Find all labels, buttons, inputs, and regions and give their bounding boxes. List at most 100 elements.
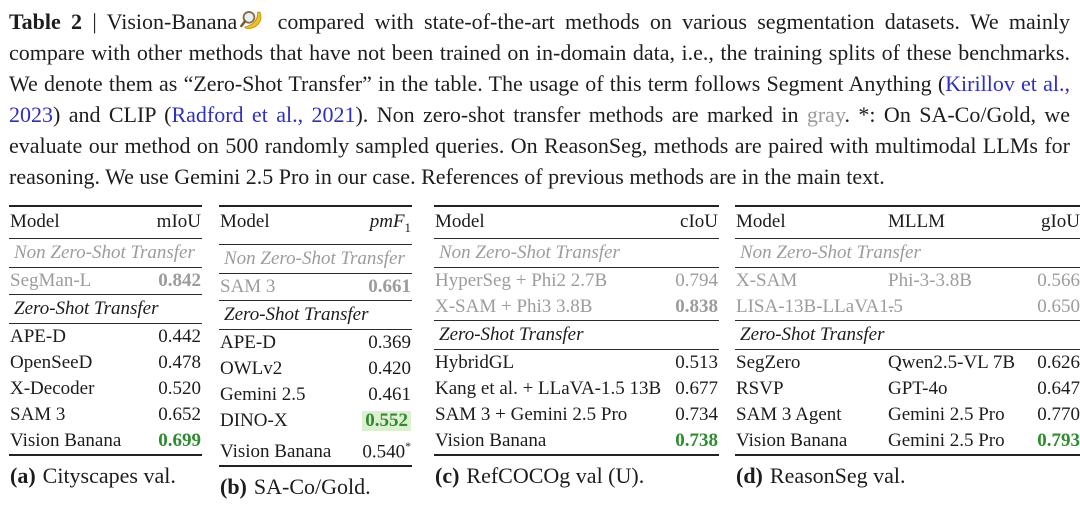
table-row: Vision Banana 0.738: [434, 428, 719, 454]
mid-rule: [9, 238, 202, 239]
section-label: Non Zero-Shot Transfer: [14, 242, 195, 263]
metric-value: 0.842: [158, 270, 201, 291]
metric-math-base: pmF: [369, 211, 405, 232]
column-header-model: Model: [220, 211, 270, 232]
metric-value: 0.478: [158, 352, 201, 373]
subtable-title: SA-Co/Gold.: [253, 474, 371, 500]
mllm-name: -: [888, 296, 895, 317]
metric-value: 0.647: [1037, 378, 1080, 399]
mid-rule: [434, 238, 719, 239]
metric-value: 0.652: [158, 404, 201, 425]
model-name: APE-D: [10, 326, 66, 347]
caption-body-2: ) and CLIP (: [53, 102, 172, 127]
model-name: DINO-X: [220, 409, 288, 431]
subtable-label: (b): [220, 474, 247, 500]
subtable-caption: (a) Cityscapes val.: [9, 463, 202, 489]
metric-value: 0.650: [1037, 296, 1080, 317]
subtables-row: Model mIoU Non Zero-Shot Transfer SegMan…: [9, 205, 1080, 500]
model-name: LISA-13B-LLaVA1.5: [736, 296, 903, 317]
table-row: Kang et al. + LLaVA-1.5 13B 0.677: [434, 376, 719, 402]
subtable-title: ReasonSeg val.: [769, 463, 906, 488]
mid-rule: [219, 328, 412, 330]
mid-rule: [219, 243, 412, 245]
subtable-label: (c): [435, 463, 460, 488]
model-name: HybridGL: [435, 352, 515, 373]
citation-link-radford[interactable]: Radford et al., 2021: [171, 102, 356, 127]
model-name: SAM 3 + Gemini 2.5 Pro: [435, 404, 628, 425]
subtable-caption: (c) RefCOCOg val (U).: [434, 463, 719, 489]
metric-value: 0.566: [1037, 270, 1080, 291]
section-label: Non Zero-Shot Transfer: [439, 242, 620, 263]
table-row: RSVP GPT-4o 0.647: [735, 376, 1080, 402]
model-name: SegZero: [736, 352, 801, 373]
mid-rule: [434, 267, 719, 268]
section-label: Zero-Shot Transfer: [740, 324, 885, 345]
model-name: Gemini 2.5: [220, 383, 306, 405]
subtable-reasonseg: Model MLLM gIoU Non Zero-Shot Transfer X…: [735, 205, 1080, 489]
table-row: SAM 3 + Gemini 2.5 Pro 0.734: [434, 402, 719, 428]
mid-rule: [434, 349, 719, 350]
metric-value: 0.734: [675, 404, 718, 425]
metric-value: 0.420: [368, 357, 411, 379]
mllm-name: Gemini 2.5 Pro: [888, 430, 1005, 451]
top-rule: [219, 205, 412, 207]
metric-value: 0.838: [675, 296, 718, 317]
footnote-star: *: [405, 439, 411, 453]
top-rule: [9, 205, 202, 207]
table-row: X-SAM Phi-3-3.8B 0.566: [735, 268, 1080, 294]
metric-value: 0.369: [368, 331, 411, 353]
section-zero-shot: Zero-Shot Transfer: [219, 301, 412, 329]
section-zero-shot: Zero-Shot Transfer: [735, 321, 1080, 349]
model-name: Vision Banana: [736, 430, 848, 451]
mllm-name: Qwen2.5-VL 7B: [888, 352, 1015, 373]
metric-value-best: 0.699: [158, 430, 201, 451]
table-row: APE-D 0.442: [9, 324, 202, 350]
section-label: Zero-Shot Transfer: [439, 324, 584, 345]
caption-body-1: compared with state-of-the-art methods o…: [9, 9, 1070, 96]
mid-rule: [735, 267, 1080, 268]
model-name: X-Decoder: [10, 378, 95, 399]
section-label: Non Zero-Shot Transfer: [740, 242, 921, 263]
mid-rule: [735, 320, 1080, 321]
subtable-saco-gold: Model pmF1 Non Zero-Shot Transfer SAM 3 …: [219, 205, 412, 500]
table-row: HyperSeg + Phi2 2.7B 0.794: [434, 268, 719, 294]
top-rule: [735, 205, 1080, 207]
mid-rule: [434, 320, 719, 321]
model-name: Kang et al. + LLaVA-1.5 13B: [435, 378, 662, 399]
table-row: OWLv2 0.420: [219, 356, 412, 382]
subtable-caption: (b) SA-Co/Gold.: [219, 474, 412, 500]
mllm-name: Gemini 2.5 Pro: [888, 404, 1005, 425]
metric-value: 0.442: [158, 326, 201, 347]
model-name: SAM 3: [220, 275, 276, 297]
column-header-mllm: MLLM: [888, 211, 945, 232]
subtable-cityscapes: Model mIoU Non Zero-Shot Transfer SegMan…: [9, 205, 202, 489]
subtable-title: RefCOCOg val (U).: [466, 463, 645, 488]
bottom-rule: [9, 454, 202, 456]
citation-link-kirillov[interactable]: Kirillov et al., 2023: [9, 71, 1070, 127]
metric-value: 0.794: [675, 270, 718, 291]
subtable-label: (d): [736, 463, 763, 488]
table-row: SAM 3 0.661: [219, 274, 412, 300]
model-name: X-SAM: [736, 270, 798, 291]
section-non-zero-shot: Non Zero-Shot Transfer: [9, 239, 202, 267]
model-name: APE-D: [220, 331, 276, 353]
metric-value: 0.540*: [362, 437, 411, 462]
bottom-rule: [434, 454, 719, 456]
model-name: OWLv2: [220, 357, 283, 379]
column-header-model: Model: [435, 211, 485, 232]
header-row: Model pmF1: [219, 207, 412, 244]
metric-value-best: 0.738: [675, 430, 718, 451]
mid-rule: [219, 299, 412, 301]
caption-separator: |: [82, 9, 107, 34]
mid-rule: [9, 294, 202, 295]
mid-rule: [9, 267, 202, 268]
column-header-metric: cIoU: [680, 211, 718, 232]
column-header-model: Model: [736, 211, 786, 232]
section-non-zero-shot: Non Zero-Shot Transfer: [219, 245, 412, 273]
model-name: RSVP: [736, 378, 784, 399]
table-row: LISA-13B-LLaVA1.5 - 0.650: [735, 294, 1080, 320]
gray-word: gray: [806, 102, 845, 127]
header-row: Model mIoU: [9, 207, 202, 238]
table-row: X-SAM + Phi3 3.8B 0.838: [434, 294, 719, 320]
column-header-metric: pmF1: [370, 212, 411, 238]
